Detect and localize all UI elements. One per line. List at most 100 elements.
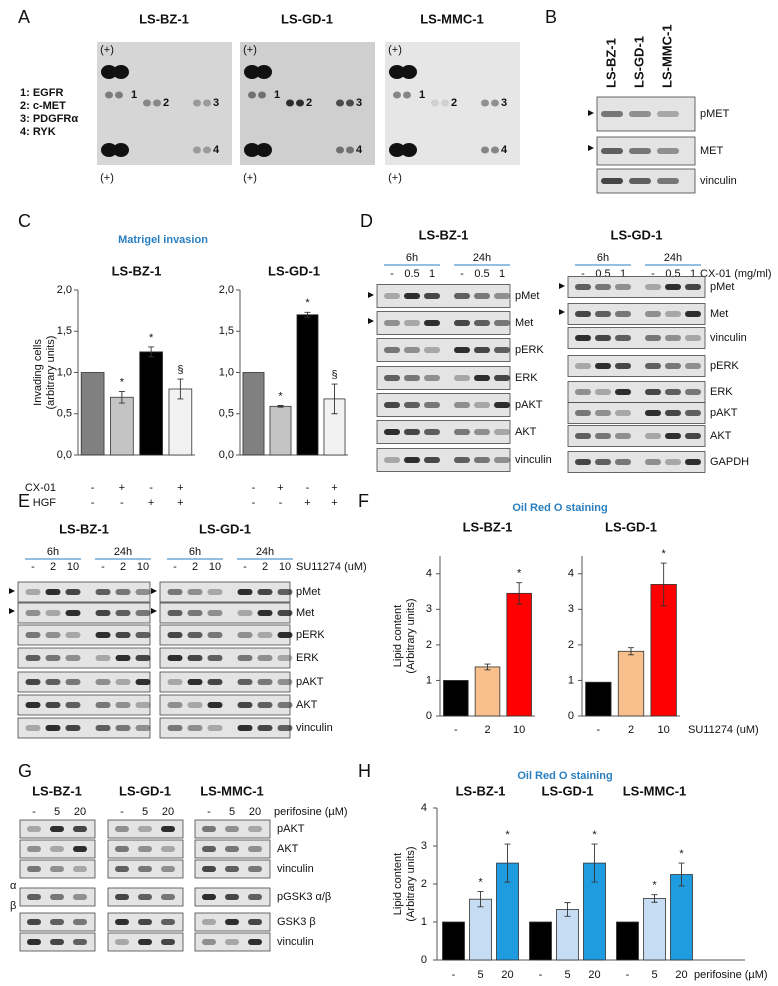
bar	[469, 898, 492, 961]
blot-band	[629, 111, 651, 117]
blot-band	[474, 293, 490, 299]
blot-band	[615, 363, 631, 369]
y-axis-label: (Arbitrary units)	[405, 598, 417, 673]
error-bar	[331, 383, 338, 415]
control-spot	[389, 65, 405, 79]
error-bar	[118, 391, 125, 404]
array-spot	[143, 99, 151, 107]
blot-strip	[17, 581, 151, 603]
blot-band	[615, 389, 631, 395]
lane-label: 1	[429, 268, 435, 280]
legend-entry: 2: c-MET	[20, 100, 66, 112]
lane-label: LS-BZ-1	[603, 38, 618, 88]
control-spot	[244, 143, 260, 157]
blot-band	[187, 655, 203, 661]
blot-band	[138, 939, 152, 945]
blot-band	[685, 459, 701, 465]
blot-band	[248, 894, 262, 900]
y-tick-label: 1,0	[219, 366, 234, 378]
blot-band	[115, 866, 129, 872]
blot-band	[25, 702, 41, 708]
array-spot	[481, 99, 489, 107]
blot-band	[161, 866, 175, 872]
y-tick-label: 4	[421, 802, 427, 814]
lane-label: 1	[620, 268, 626, 280]
blot-band	[615, 284, 631, 290]
significance-mark: *	[120, 376, 125, 388]
blot-band	[685, 389, 701, 395]
blot-band	[225, 919, 239, 925]
error-bar	[660, 562, 667, 607]
row-label: pGSK3 α/β	[277, 891, 331, 903]
x-tick-label: 2	[484, 724, 490, 736]
y-axis-label: Invading cells	[32, 339, 44, 406]
blot-band	[474, 429, 490, 435]
time-label: 6h	[47, 546, 59, 558]
condition-value: -	[91, 497, 95, 509]
blot-band	[454, 429, 470, 435]
lane-label: -	[32, 806, 36, 818]
bar	[643, 898, 666, 961]
row-label: Met	[296, 607, 314, 619]
blot-band	[404, 402, 420, 408]
blot-band	[454, 293, 470, 299]
treatment-label: SU11274 (uM)	[296, 561, 367, 573]
blot-band	[454, 320, 470, 326]
blot-band	[187, 702, 203, 708]
bar	[442, 921, 465, 961]
array-spot	[491, 146, 499, 154]
blot-band	[575, 335, 591, 341]
blot-band	[237, 589, 253, 595]
chart-title: LS-BZ-1	[112, 263, 162, 278]
x-tick-label: 10	[658, 724, 670, 736]
y-tick-label: 2,0	[57, 284, 72, 296]
blot-strip	[107, 819, 184, 839]
arrowhead	[559, 309, 565, 315]
row-label: vinculin	[296, 722, 333, 734]
condition-value: -	[252, 482, 256, 494]
blot-band	[595, 363, 611, 369]
blot-band	[27, 894, 41, 900]
blot-strip	[567, 303, 706, 325]
array-spot	[153, 99, 161, 107]
blot-band	[494, 402, 510, 408]
lane-label: 10	[137, 561, 149, 573]
blot-band	[404, 347, 420, 353]
blot-band	[575, 284, 591, 290]
blot-band	[454, 402, 470, 408]
error-bar	[148, 346, 155, 358]
condition-value: +	[148, 497, 154, 509]
row-label: vinculin	[277, 936, 314, 948]
blot-band	[645, 335, 661, 341]
blot-band	[45, 589, 61, 595]
condition-label: CX-01	[25, 482, 56, 494]
blot-band	[665, 311, 681, 317]
blot-band	[25, 589, 41, 595]
blot-band	[73, 866, 87, 872]
time-label: 24h	[256, 546, 274, 558]
blot-band	[115, 589, 131, 595]
significance-mark: *	[517, 568, 522, 580]
blot-band	[115, 725, 131, 731]
chart-title: LS-GD-1	[605, 519, 657, 534]
panel-title: Oil Red O staining	[517, 770, 612, 782]
blot-band	[50, 919, 64, 925]
bar	[556, 909, 579, 961]
blot-band	[138, 826, 152, 832]
blot-band	[25, 679, 41, 685]
y-tick-label: 2	[568, 639, 574, 651]
blot-band	[187, 610, 203, 616]
bar	[616, 921, 639, 961]
blot-title: LS-BZ-1	[419, 227, 469, 242]
group-title: LS-BZ-1	[456, 783, 506, 798]
lane-label: 2	[50, 561, 56, 573]
blot-band	[424, 402, 440, 408]
blot-band	[257, 589, 273, 595]
blot-band	[595, 459, 611, 465]
blot-band	[135, 679, 151, 685]
blot-band	[225, 826, 239, 832]
blot-band	[167, 725, 183, 731]
blot-band	[685, 311, 701, 317]
blot-band	[237, 702, 253, 708]
